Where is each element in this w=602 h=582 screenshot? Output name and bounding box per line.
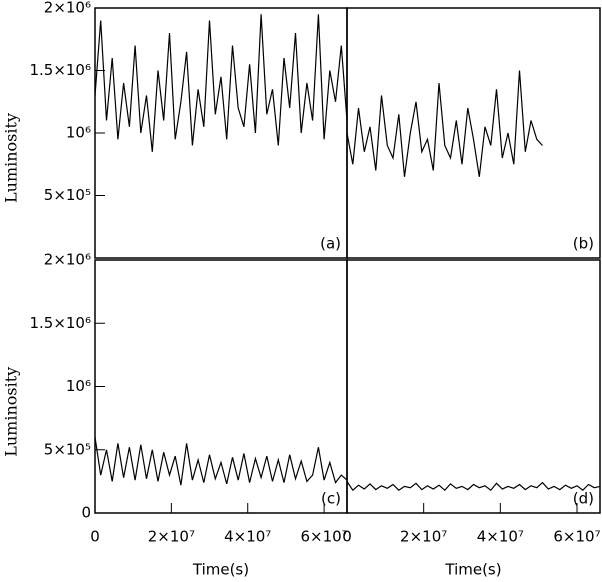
x-tick-label: 2×10⁷ [148, 528, 195, 546]
panel-label: (c) [321, 490, 341, 508]
x-axis-label: Time(s) [192, 561, 249, 579]
panel-label: (d) [573, 490, 594, 508]
y-tick-label: 0 [81, 504, 91, 522]
x-tick-label: 2×10⁷ [400, 528, 447, 546]
y-axis-label: Luminosity [2, 113, 21, 203]
x-tick-label: 4×10⁷ [477, 528, 524, 546]
panel-frame [346, 259, 601, 514]
y-tick-label: 2×10⁶ [44, 251, 91, 269]
panel-label: (b) [573, 235, 594, 253]
y-tick-label: 1.5×10⁶ [29, 314, 91, 332]
panel-label: (a) [320, 235, 341, 253]
y-tick-label: 10⁶ [66, 377, 91, 395]
y-tick-label: 10⁶ [66, 124, 91, 142]
data-line [94, 437, 348, 486]
y-tick-label: 5×10⁵ [44, 186, 91, 204]
x-tick-label: 6×10⁷ [300, 528, 347, 546]
x-tick-label: 6×10⁷ [553, 528, 600, 546]
x-axis-label: Time(s) [444, 561, 501, 579]
x-tick-label: 0 [342, 528, 352, 546]
x-tick-label: 4×10⁷ [224, 528, 271, 546]
data-line [346, 70, 543, 177]
panel-frame [94, 259, 348, 514]
data-line [346, 481, 601, 492]
x-tick-label: 0 [90, 528, 100, 546]
panel-frame [346, 7, 601, 259]
panel-frame [94, 7, 348, 259]
y-tick-label: 1.5×10⁶ [29, 61, 91, 79]
y-axis-label: Luminosity [2, 367, 21, 457]
y-tick-label: 5×10⁵ [44, 440, 91, 458]
y-tick-label: 2×10⁶ [44, 0, 91, 17]
data-line [94, 14, 348, 152]
